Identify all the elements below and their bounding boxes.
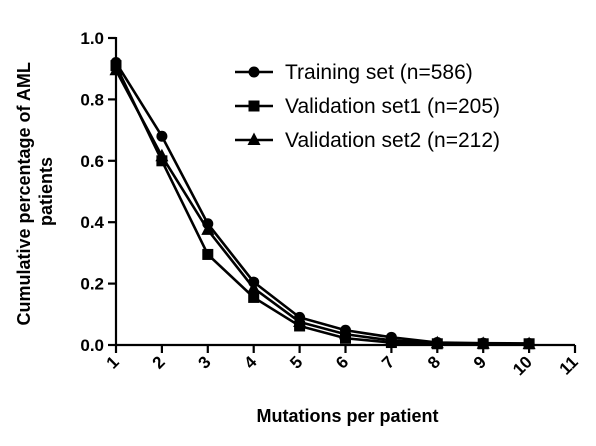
x-axis-title: Mutations per patient bbox=[256, 406, 438, 426]
y-axis-title-line-1: Cumulative percentage of AML bbox=[14, 62, 34, 325]
y-tick-label: 0.2 bbox=[80, 275, 104, 294]
x-tick-label: 9 bbox=[470, 352, 490, 372]
legend-item-triangle: Validation set2 (n=212) bbox=[235, 129, 500, 152]
x-tick-label: 8 bbox=[424, 352, 444, 372]
x-tick-label: 3 bbox=[194, 352, 214, 372]
series-triangle bbox=[109, 62, 536, 350]
y-tick-label: 0.4 bbox=[80, 213, 104, 232]
y-tick-label: 1.0 bbox=[80, 29, 104, 48]
data-point-triangle bbox=[155, 148, 169, 162]
x-ticks: 1 2 3 4 5 6 7 8 9 10 11 bbox=[103, 345, 582, 379]
data-point-triangle bbox=[384, 332, 398, 346]
y-tick-label: 0.6 bbox=[80, 152, 104, 171]
y-axis-title: Cumulative percentage of AML patients bbox=[14, 57, 56, 325]
legend-label: Validation set1 (n=205) bbox=[285, 95, 500, 118]
y-tick-label: 0.0 bbox=[80, 336, 104, 355]
data-point-triangle bbox=[247, 280, 261, 294]
data-point-triangle bbox=[522, 336, 536, 350]
legend-item-circle: Training set (n=586) bbox=[235, 61, 473, 84]
data-point-circle bbox=[156, 130, 168, 142]
data-point-triangle bbox=[201, 222, 215, 235]
x-tick-label: 1 bbox=[103, 352, 123, 372]
x-tick-label: 10 bbox=[509, 352, 536, 379]
legend-marker-triangle bbox=[247, 132, 261, 146]
y-axis-title-line-2: patients bbox=[36, 157, 56, 226]
data-point-triangle bbox=[339, 326, 352, 340]
x-tick-label: 11 bbox=[556, 352, 582, 378]
data-point-triangle bbox=[430, 335, 444, 349]
legend-marker-circle bbox=[248, 66, 260, 78]
data-point-triangle bbox=[293, 314, 307, 328]
x-tick-label: 4 bbox=[240, 352, 261, 373]
x-tick-label: 6 bbox=[332, 352, 352, 372]
x-tick-label: 7 bbox=[378, 352, 398, 372]
legend-marker-square bbox=[248, 100, 260, 112]
data-point-square bbox=[248, 291, 260, 303]
y-tick-label: 0.8 bbox=[80, 90, 104, 109]
legend-label: Validation set2 (n=212) bbox=[285, 129, 500, 152]
series-line-triangle bbox=[114, 69, 530, 346]
data-point-triangle bbox=[476, 336, 490, 349]
series-layer bbox=[109, 57, 536, 350]
y-ticks: 0.0 0.2 0.4 0.6 0.8 1.0 bbox=[80, 29, 116, 355]
legend-item-square: Validation set1 (n=205) bbox=[235, 95, 500, 118]
data-point-square bbox=[202, 248, 214, 260]
legend: Training set (n=586) Validation set1 (n=2… bbox=[235, 61, 500, 152]
x-tick-label: 5 bbox=[286, 352, 306, 372]
data-point-triangle bbox=[109, 62, 123, 76]
x-tick-label: 2 bbox=[149, 352, 169, 372]
legend-label: Training set (n=586) bbox=[285, 61, 473, 84]
